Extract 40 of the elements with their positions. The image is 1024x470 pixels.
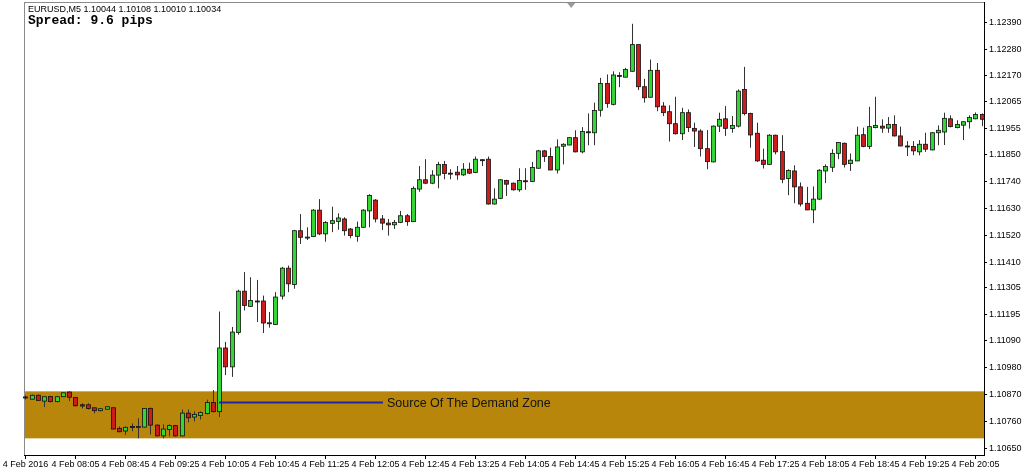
x-tick-label: 4 Feb 14:05 bbox=[501, 459, 550, 469]
y-tick-label: 1.12390 bbox=[989, 16, 1022, 27]
x-tick-label: 4 Feb 16:05 bbox=[651, 459, 700, 469]
x-tick-label: 4 Feb 08:05 bbox=[51, 459, 100, 469]
x-tick-label: 4 Feb 12:05 bbox=[351, 459, 400, 469]
x-tick-label: 4 Feb 08:45 bbox=[101, 459, 150, 469]
x-tick-label: 4 Feb 09:25 bbox=[151, 459, 200, 469]
text: Spread: 9.6 pips bbox=[28, 13, 154, 28]
y-tick-label: 1.11955 bbox=[989, 123, 1021, 134]
x-tick-label: 4 Feb 18:45 bbox=[851, 459, 900, 469]
x-tick-label: 4 Feb 19:25 bbox=[901, 459, 950, 469]
y-tick-label: 1.10760 bbox=[989, 415, 1022, 426]
x-tick-label: 4 Feb 10:45 bbox=[251, 459, 300, 469]
y-tick-label: 1.11195 bbox=[989, 309, 1021, 320]
y-tick-label: 1.10980 bbox=[989, 361, 1022, 372]
y-tick-label: 1.11305 bbox=[989, 282, 1021, 293]
y-tick-label: 1.10650 bbox=[989, 442, 1022, 453]
chart-title: EURUSD,M5 1.10044 1.10108 1.10010 1.10034 bbox=[28, 4, 222, 14]
y-tick-label: 1.12065 bbox=[989, 96, 1022, 107]
y-tick-label: 1.11410 bbox=[989, 256, 1021, 267]
y-tick-label: 1.11520 bbox=[989, 229, 1021, 240]
x-tick-label: 4 Feb 14:45 bbox=[551, 459, 600, 469]
x-tick-label: 4 Feb 15:25 bbox=[601, 459, 650, 469]
y-tick-label: 1.12170 bbox=[989, 70, 1022, 81]
y-tick-label: 1.10870 bbox=[989, 388, 1022, 399]
y-tick-label: 1.11630 bbox=[989, 202, 1021, 213]
x-tick-label: 4 Feb 16:45 bbox=[701, 459, 750, 469]
y-tick-label: 1.11090 bbox=[989, 334, 1021, 345]
x-tick-label: 4 Feb 17:25 bbox=[751, 459, 800, 469]
y-tick-label: 1.11850 bbox=[989, 148, 1021, 159]
y-tick-label: 1.11740 bbox=[989, 175, 1021, 186]
x-tick-label: 4 Feb 10:05 bbox=[201, 459, 250, 469]
x-tick-label: 4 Feb 13:25 bbox=[451, 459, 500, 469]
x-tick-label: 4 Feb 12:45 bbox=[401, 459, 450, 469]
y-tick-label: 1.12280 bbox=[989, 43, 1022, 54]
x-tick-label: 4 Feb 18:05 bbox=[801, 459, 850, 469]
x-tick-label: 4 Feb 20:05 bbox=[951, 459, 1000, 469]
x-tick-label: 4 Feb 2016 bbox=[2, 459, 49, 469]
annotation: Source Of The Demand Zone bbox=[387, 396, 551, 410]
x-tick-label: 4 Feb 11:25 bbox=[301, 459, 350, 469]
